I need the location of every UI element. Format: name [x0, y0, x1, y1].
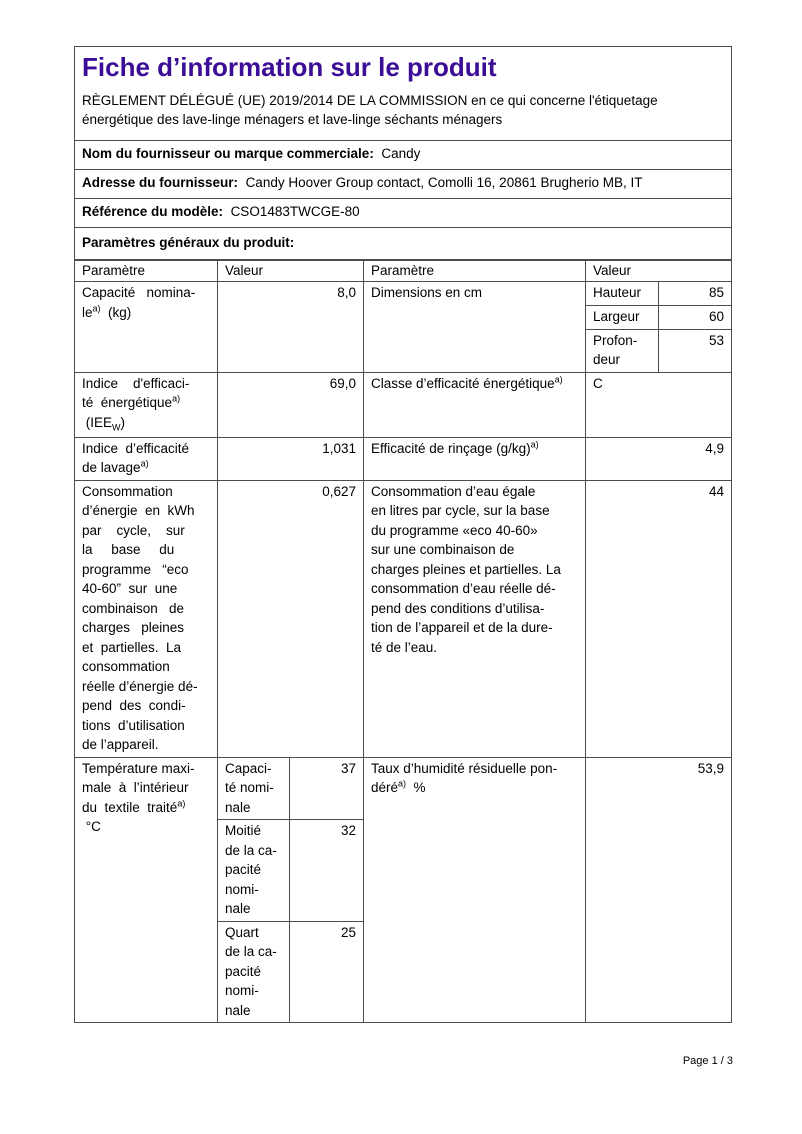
col-header-parameter-2: Paramètre: [363, 261, 585, 281]
title-block: Fiche d’information sur le produit RÈGLE…: [75, 47, 731, 140]
temperature-quarter-value: 25: [289, 921, 363, 1022]
page-number: Page 1 / 3: [682, 1055, 733, 1067]
cell-water-consumption-label: Consommation d’eau égale en litres par cy…: [363, 480, 585, 757]
cell-energy-class-value: C: [585, 372, 731, 437]
row-temperature-humidity: Température maxi-male à l’intérieur du te…: [75, 756, 731, 1022]
temperature-rated-label: Capaci-té nomi-nale: [225, 760, 274, 815]
model-value: CSO1483TWCGE-80: [230, 204, 360, 219]
dimension-width-label: Largeur: [593, 308, 640, 324]
cell-humidity-label: Taux d’humidité résiduelle pon-déréa) %: [363, 757, 585, 1022]
cell-nominal-capacity-label: Capacité nomina-lea) (kg): [82, 285, 196, 320]
dimension-width-value: 60: [658, 305, 731, 329]
product-sheet: Fiche d’information sur le produit RÈGLE…: [74, 46, 732, 1023]
cell-energy-efficiency-index-label: Indice d'efficaci-té énergétiquea) (IEEW…: [82, 375, 190, 433]
cell-dimensions-label: Dimensions en cm: [363, 282, 585, 372]
row-washing-rinsing: Indice d’efficacité de lavagea) 1,031 Eff…: [75, 436, 731, 480]
page-title: Fiche d’information sur le produit: [82, 52, 497, 82]
temperature-quarter-label: Quart de la ca-pacité nomi-nale: [225, 924, 277, 1018]
cell-temperature-subtable: Capaci-té nomi-nale 37 Moitié de la ca-pa…: [217, 757, 363, 1022]
dimension-depth-label: Profon-deur: [593, 332, 638, 368]
dimension-depth-value: 53: [658, 329, 731, 372]
table-header-row: Paramètre Valeur Paramètre Valeur: [75, 260, 731, 281]
cell-nominal-capacity-value: 8,0: [217, 282, 363, 372]
address-value: Candy Hoover Group contact, Comolli 16, …: [245, 175, 643, 190]
temperature-row-quarter: Quart de la ca-pacité nomi-nale 25: [218, 920, 363, 1022]
cell-energy-consumption-value: 0,627: [217, 480, 363, 757]
supplier-row: Nom du fournisseur ou marque commerciale…: [75, 140, 731, 169]
temperature-row-half: Moitié de la ca-pacité nomi-nale 32: [218, 819, 363, 921]
address-label: Adresse du fournisseur:: [82, 175, 239, 190]
cell-washing-index-label: Indice d’efficacité de lavagea): [82, 440, 190, 476]
cell-max-temperature-label: Température maxi-male à l’intérieur du te…: [82, 760, 195, 835]
temperature-half-label: Moitié de la ca-pacité nomi-nale: [225, 823, 277, 916]
cell-energy-efficiency-index-value: 69,0: [217, 372, 363, 437]
dimension-height-value: 85: [658, 282, 731, 305]
cell-rinsing-value: 4,9: [585, 437, 731, 480]
temperature-row-rated: Capaci-té nomi-nale 37: [218, 757, 363, 819]
cell-washing-index-value: 1,031: [217, 437, 363, 480]
regulation-text: RÈGLEMENT DÉLÉGUÉ (UE) 2019/2014 DE LA C…: [82, 93, 658, 127]
cell-rinsing-label: Efficacité de rinçage (g/kg)a): [363, 437, 585, 480]
cell-dimensions-subtable: Hauteur 85 Largeur 60 Profon-deur 53: [585, 282, 731, 372]
cell-energy-class-label: Classe d’efficacité énergétiquea): [363, 372, 585, 437]
col-header-parameter-1: Paramètre: [82, 263, 146, 278]
dimension-height-label: Hauteur: [593, 285, 642, 300]
address-row: Adresse du fournisseur: Candy Hoover Gro…: [75, 169, 731, 198]
col-header-value-2: Valeur: [585, 261, 731, 281]
parameters-table: Paramètre Valeur Paramètre Valeur Capaci…: [75, 259, 731, 1022]
model-row: Référence du modèle: CSO1483TWCGE-80: [75, 198, 731, 227]
temperature-half-value: 32: [289, 820, 363, 921]
row-consumption: Consommation d’énergie en kWh par cycle, s…: [75, 479, 731, 757]
label-value-gap: [223, 204, 231, 219]
model-label: Référence du modèle:: [82, 204, 224, 219]
temperature-rated-value: 37: [289, 757, 363, 819]
dimension-row-width: Largeur 60: [586, 304, 731, 329]
cell-water-consumption-value: 44: [585, 480, 731, 757]
dimension-row-height: Hauteur 85: [586, 282, 731, 305]
dimension-row-depth: Profon-deur 53: [586, 328, 731, 372]
section-heading: Paramètres généraux du produit:: [82, 235, 295, 250]
section-heading-row: Paramètres généraux du produit:: [75, 227, 731, 259]
cell-humidity-value: 53,9: [585, 757, 731, 1022]
supplier-value: Candy: [381, 146, 421, 161]
col-header-value-1: Valeur: [217, 261, 363, 281]
label-value-gap: [238, 175, 246, 190]
cell-energy-consumption-label: Consommation d’énergie en kWh par cycle, s…: [82, 483, 198, 753]
supplier-label: Nom du fournisseur ou marque commerciale…: [82, 146, 374, 161]
row-energy-index-class: Indice d'efficaci-té énergétiquea) (IEEW…: [75, 371, 731, 437]
row-capacity-dimensions: Capacité nomina-lea) (kg) 8,0 Dimensions…: [75, 281, 731, 372]
